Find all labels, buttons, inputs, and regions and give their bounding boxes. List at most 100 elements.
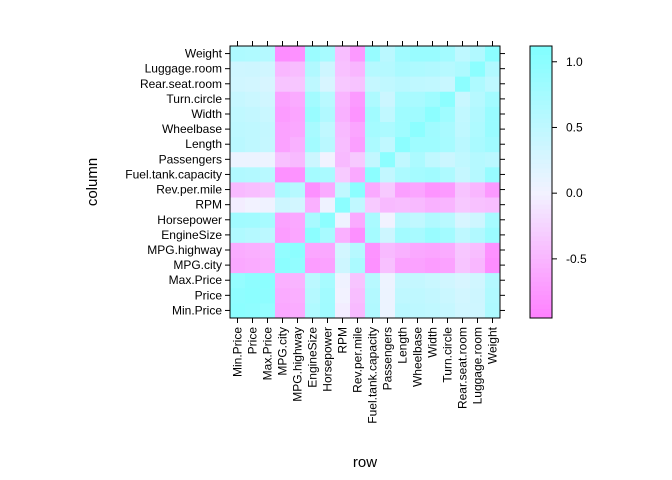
y-tick-label: Price (195, 288, 223, 302)
y-tick-label: Min.Price (172, 303, 222, 317)
color-key-band (530, 77, 552, 83)
heatmap-cell (365, 61, 381, 77)
heatmap-cell (365, 46, 381, 62)
heatmap-cell (350, 197, 366, 213)
color-key-band (530, 182, 552, 187)
heatmap-cell (485, 302, 501, 319)
heatmap-cell (305, 106, 321, 122)
heatmap-cell (260, 136, 276, 153)
heatmap-cell (290, 61, 306, 77)
y-tick-label: RPM (195, 198, 222, 212)
heatmap-cell (320, 182, 336, 198)
heatmap-cell (365, 182, 381, 198)
heatmap-cell (305, 242, 321, 258)
heatmap-cell (440, 151, 456, 168)
heatmap-cell (440, 46, 456, 62)
heatmap-cell (290, 242, 306, 258)
heatmap-cell (440, 61, 456, 77)
heatmap-cell (305, 61, 321, 77)
heatmap-cell (305, 91, 321, 107)
heatmap-cell (440, 121, 456, 138)
heatmap-cell (380, 287, 396, 304)
heatmap-cell (425, 136, 441, 153)
heatmap-cell (350, 257, 366, 274)
heatmap-cell (395, 121, 411, 138)
heatmap-cell (455, 121, 471, 138)
heatmap-cell (260, 287, 276, 304)
heatmap-cell (290, 227, 306, 243)
color-key-border (529, 45, 553, 319)
color-key-band (530, 231, 552, 237)
color-key-band (530, 118, 552, 124)
heatmap-cell (365, 76, 381, 92)
color-key: 1.0 0.5 0.0 -0.5 (529, 45, 587, 319)
heatmap-cell (455, 272, 471, 289)
heatmap-cell (275, 212, 291, 228)
heatmap-cell (440, 136, 456, 153)
heatmap-cell (350, 302, 366, 319)
color-key-band (530, 200, 552, 206)
heatmap-cell (350, 242, 366, 258)
color-key-band (530, 308, 552, 314)
heatmap-cell (260, 182, 276, 198)
heatmap-cell (275, 197, 291, 213)
x-tick-label: EngineSize (306, 327, 320, 388)
color-key-band (530, 123, 552, 128)
heatmap-cell (230, 136, 246, 153)
color-key-band (530, 259, 552, 264)
color-key-tick-label: 0.5 (566, 120, 583, 134)
heatmap-cell (260, 76, 276, 92)
heatmap-cell (260, 272, 276, 289)
panel-border (229, 45, 501, 319)
color-key-band (530, 150, 552, 156)
heatmap-cell (410, 106, 426, 122)
color-key-band (530, 268, 552, 274)
heatmap-cell (275, 91, 291, 107)
heatmap-cell (320, 227, 336, 243)
color-key-tick-label: -0.5 (566, 252, 587, 266)
heatmap-cell (335, 61, 351, 77)
heatmap-cell (410, 61, 426, 77)
heatmap-cell (245, 257, 261, 274)
heatmap-cell (440, 76, 456, 92)
color-key-band (530, 272, 552, 278)
heatmap-cell (245, 91, 261, 107)
heatmap-cell (350, 287, 366, 304)
heatmap-cell (425, 61, 441, 77)
heatmap-cell (230, 212, 246, 228)
heatmap-cell (395, 212, 411, 228)
heatmap-cell (230, 272, 246, 289)
heatmap-cell (275, 136, 291, 153)
heatmap-cell (410, 227, 426, 243)
heatmap-cell (260, 197, 276, 213)
heatmap-cell (410, 46, 426, 62)
heatmap-cell (290, 136, 306, 153)
heatmap-cell (260, 46, 276, 62)
heatmap-cell (470, 61, 486, 77)
heatmap-cell (485, 166, 501, 183)
color-key-band (530, 204, 552, 210)
color-key-band (530, 195, 552, 201)
heatmap-cell (440, 182, 456, 198)
heatmap-cell (275, 46, 291, 62)
color-key-band (530, 218, 552, 224)
heatmap-cell (350, 182, 366, 198)
color-key-band (530, 73, 552, 79)
x-tick-label: Rear.seat.room (456, 327, 470, 409)
heatmap-cell (485, 106, 501, 122)
heatmap-cell (395, 197, 411, 213)
heatmap-cell (245, 227, 261, 243)
heatmap-cell (485, 242, 501, 258)
color-key-band (530, 64, 552, 70)
x-tick-label: Length (396, 327, 410, 364)
color-key-tick-label: 1.0 (566, 55, 583, 69)
heatmap-cell (380, 272, 396, 289)
heatmap-cell (290, 151, 306, 168)
heatmap-cell (410, 151, 426, 168)
heatmap-cell (440, 106, 456, 122)
heatmap-cell (320, 76, 336, 92)
heatmap-cell (230, 61, 246, 77)
heatmap-cell (455, 242, 471, 258)
heatmap-cell (335, 182, 351, 198)
heatmap-cell (305, 76, 321, 92)
